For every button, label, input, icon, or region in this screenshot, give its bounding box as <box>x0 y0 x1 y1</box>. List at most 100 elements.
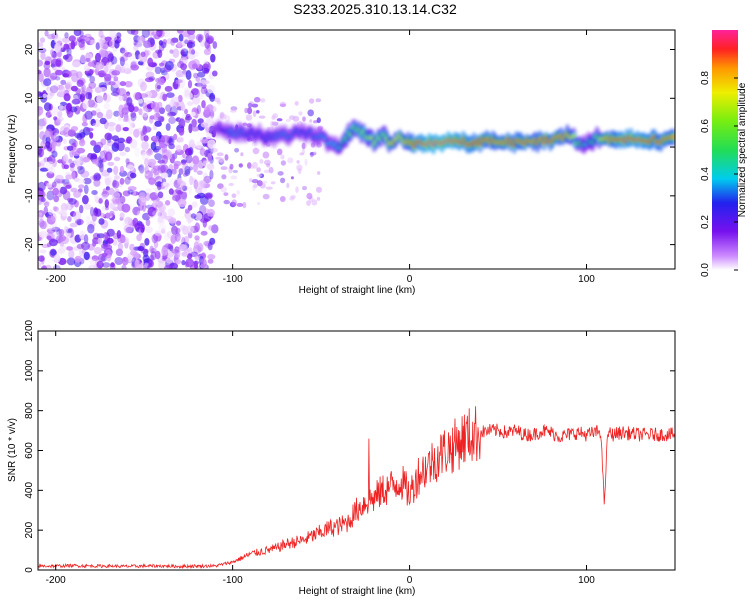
noise-blob <box>175 259 182 265</box>
noise-blob <box>66 102 72 112</box>
noise-blob <box>101 193 108 200</box>
noise-blob <box>63 154 69 162</box>
x-tick-label: -100 <box>223 274 243 285</box>
noise-blob <box>155 82 161 92</box>
noise-blob <box>83 37 90 42</box>
noise-blob <box>144 158 149 167</box>
noise-blob <box>130 139 138 149</box>
noise-blob <box>205 33 210 42</box>
noise-blob <box>70 126 79 132</box>
noise-blob <box>119 81 127 87</box>
noise-blob <box>212 41 218 49</box>
noise-blob <box>153 239 159 249</box>
noise-blob <box>81 121 88 127</box>
noise-blob <box>304 158 308 166</box>
noise-blob <box>192 155 200 165</box>
noise-blob <box>100 138 107 146</box>
noise-blob <box>130 172 137 179</box>
noise-blob <box>140 224 145 233</box>
noise-blob <box>44 60 51 66</box>
noise-blob <box>147 57 154 67</box>
noise-blob <box>38 124 44 130</box>
noise-blob <box>38 47 47 53</box>
noise-blob <box>86 72 92 78</box>
noise-blob <box>188 123 193 134</box>
noise-blob <box>77 179 86 184</box>
noise-blob <box>38 255 45 262</box>
noise-blob <box>117 112 123 122</box>
noise-blob <box>83 184 89 195</box>
noise-blob <box>201 67 210 74</box>
noise-blob <box>127 164 135 172</box>
colorbar-ticks: 0.0 0.2 0.4 0.6 0.8 <box>700 71 738 277</box>
noise-blob <box>146 127 151 133</box>
noise-blob <box>69 162 76 168</box>
noise-blob <box>90 118 96 126</box>
noise-blob <box>177 180 187 191</box>
noise-blob <box>301 149 305 154</box>
noise-blob <box>124 216 132 225</box>
noise-blob <box>134 147 140 158</box>
noise-blob <box>143 40 152 48</box>
noise-blob <box>194 235 200 241</box>
noise-blob <box>240 152 244 157</box>
noise-blob <box>223 192 229 197</box>
noise-blob <box>73 30 82 37</box>
noise-blob <box>256 167 261 173</box>
noise-blob <box>38 218 45 228</box>
noise-blob <box>62 54 69 60</box>
noise-blob <box>56 118 62 124</box>
noise-blob <box>104 177 111 186</box>
noise-blob <box>169 99 175 107</box>
noise-blob <box>266 163 271 168</box>
noise-blob <box>51 150 58 158</box>
noise-blob <box>63 127 71 137</box>
y-tick-label: -20 <box>24 237 35 252</box>
noise-blob <box>214 97 221 103</box>
noise-blob <box>97 159 104 169</box>
colorbar-label: Normalized spectral amplitude <box>737 82 748 217</box>
noise-blob <box>168 188 174 195</box>
noise-blob <box>206 163 215 171</box>
noise-blob <box>62 73 70 78</box>
noise-blob <box>208 225 215 231</box>
noise-blob <box>191 88 199 96</box>
noise-blob <box>238 163 243 168</box>
noise-blob <box>136 211 142 217</box>
noise-blob <box>106 167 113 173</box>
noise-blob <box>302 116 306 122</box>
noise-blob <box>190 213 197 219</box>
noise-blob <box>139 166 147 173</box>
noise-blob <box>43 102 52 112</box>
colorbar-tick-label: 0.6 <box>700 119 711 133</box>
noise-blob <box>87 99 96 108</box>
noise-blob <box>79 204 84 214</box>
noise-blob <box>151 196 160 202</box>
noise-blob <box>85 215 91 225</box>
noise-blob <box>187 204 193 211</box>
noise-blob <box>178 118 186 129</box>
noise-blob <box>125 91 131 96</box>
noise-blob <box>185 70 192 80</box>
noise-blob <box>46 235 52 240</box>
noise-blob <box>152 135 160 141</box>
noise-blob <box>114 257 124 265</box>
noise-blob <box>195 76 201 83</box>
noise-blob <box>43 206 49 216</box>
noise-blob <box>103 92 108 101</box>
noise-blob <box>119 212 125 219</box>
noise-blob <box>52 181 57 188</box>
noise-blob <box>138 195 147 206</box>
noise-blob <box>252 161 258 169</box>
noise-blob <box>204 193 213 200</box>
noise-blob <box>48 238 58 247</box>
noise-blob <box>197 71 206 78</box>
noise-blob <box>220 166 228 171</box>
colorbar-gradient <box>712 30 738 270</box>
noise-blob <box>130 64 140 71</box>
noise-blob <box>39 220 47 230</box>
noise-blob <box>164 85 173 92</box>
noise-blob <box>196 170 203 175</box>
noise-blob <box>242 201 247 209</box>
noise-blob <box>148 76 156 81</box>
